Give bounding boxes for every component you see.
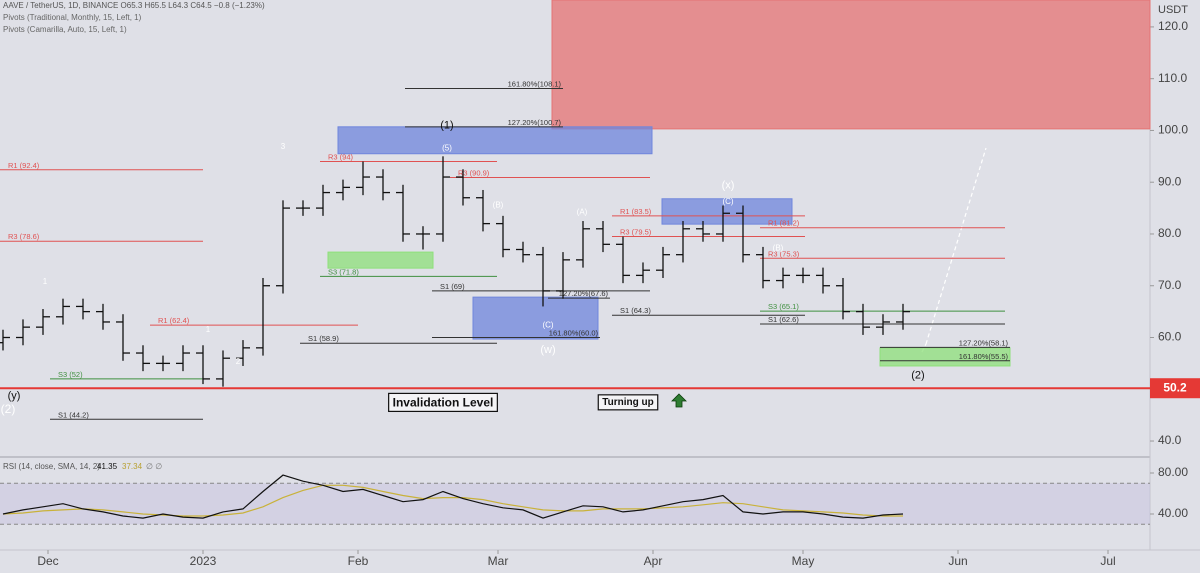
wave-label: 1 (43, 277, 48, 286)
symbol-line: AAVE / TetherUS, 1D, BINANCE O65.3 H65.5… (3, 1, 265, 10)
wave-label: (A) (577, 207, 588, 216)
y-tick-label: 70.0 (1158, 278, 1182, 292)
level-label: S1 (44.2) (58, 410, 89, 419)
rsi-title: RSI (14, close, SMA, 14, 2) (3, 462, 100, 471)
rsi-line (2, 474, 904, 519)
level-label: R3 (94) (328, 152, 354, 161)
wave-label: 2 (236, 357, 241, 366)
y-tick-label: 40.00 (1158, 506, 1188, 520)
indicator: Pivots (Traditional, Monthly, 15, Left, … (3, 13, 142, 22)
x-tick-label: Dec (37, 554, 58, 568)
y-tick-label: 100.0 (1158, 123, 1188, 137)
level-label: S3 (71.8) (328, 267, 359, 276)
x-tick-label: Apr (644, 554, 663, 568)
level-label: R3 (75.3) (768, 249, 800, 258)
rsi-legend-value: 41.35 (97, 462, 118, 471)
rsi-legend-value: 37.34 (122, 462, 143, 471)
zone (327, 251, 434, 269)
rsi-band (0, 483, 1150, 525)
wave-label: 1 (206, 325, 211, 334)
wave-label: (w) (540, 344, 555, 356)
level-label: 127.20%(58.1) (959, 338, 1009, 347)
x-tick-label: Jun (948, 554, 967, 568)
level-label: 161.80%(60.0) (549, 328, 599, 337)
y-tick-label: 40.0 (1158, 433, 1182, 447)
zone (879, 347, 1011, 367)
zone (661, 198, 793, 225)
level-label: R1 (62.4) (158, 316, 190, 325)
level-label: 127.20%(67.6) (559, 289, 609, 298)
arrow-up-icon (671, 393, 687, 408)
y-tick-label: 120.0 (1158, 19, 1188, 33)
y-tick-label: 90.0 (1158, 174, 1182, 188)
wave-label: (5) (442, 144, 452, 153)
y-tick-label: 60.0 (1158, 330, 1182, 344)
price-unit: USDT (1158, 4, 1188, 16)
wave-label: (C) (722, 197, 733, 206)
zone (337, 126, 653, 155)
level-label: S3 (52) (58, 370, 83, 379)
level-label: S3 (65.1) (768, 302, 799, 311)
annotation-box (388, 392, 498, 413)
annotation-box-label: Turning up (602, 397, 653, 408)
level-label: R1 (92.4) (8, 161, 40, 170)
zone (472, 296, 599, 340)
wave-label: 3 (281, 142, 286, 151)
level-label: R3 (78.6) (8, 232, 40, 241)
wave-label: (B) (493, 201, 504, 210)
indicator: Pivots (Camarilla, Auto, 15, Left, 1) (3, 25, 127, 34)
x-tick-label: Jul (1100, 554, 1115, 568)
wave-label: (B) (773, 244, 784, 253)
level-label: S1 (62.6) (768, 315, 799, 324)
level-label: 161.80%(108.1) (508, 79, 562, 88)
marker-label: 50.2 (1163, 380, 1187, 394)
wave-label: (x) (722, 180, 735, 192)
zone (551, 0, 1151, 130)
wave-label: (1) (440, 120, 453, 132)
y-tick-label: 110.0 (1158, 71, 1187, 85)
x-tick-label: May (792, 554, 815, 568)
rsi-line (2, 484, 903, 517)
marker-badge (1150, 378, 1200, 399)
x-tick-label: 2023 (190, 554, 217, 568)
wave-label: (C) (542, 321, 553, 330)
level-label: S1 (58.9) (308, 334, 339, 343)
rsi-legend-extra: ∅ ∅ (146, 462, 162, 471)
wave-label: (2) (1, 402, 16, 416)
x-tick-label: Feb (348, 554, 369, 568)
wave-label: (2) (911, 370, 924, 382)
level-label: R3 (90.9) (458, 169, 490, 178)
y-tick-label: 80.00 (1158, 465, 1188, 479)
level-label: R3 (79.5) (620, 228, 652, 237)
level-label: S1 (69) (440, 282, 465, 291)
level-label: R1 (83.5) (620, 207, 652, 216)
annotation-box-label: Invalidation Level (393, 395, 494, 409)
level-label: 127.20%(100.7) (508, 118, 562, 127)
level-label: 161.80%(55.5) (959, 352, 1009, 361)
level-label: R1 (81.2) (768, 219, 800, 228)
level-label: S1 (64.3) (620, 306, 651, 315)
annotation-box (597, 394, 659, 411)
x-tick-label: Mar (488, 554, 509, 568)
y-tick-label: 80.0 (1158, 226, 1182, 240)
wave-label: (y) (8, 390, 21, 402)
